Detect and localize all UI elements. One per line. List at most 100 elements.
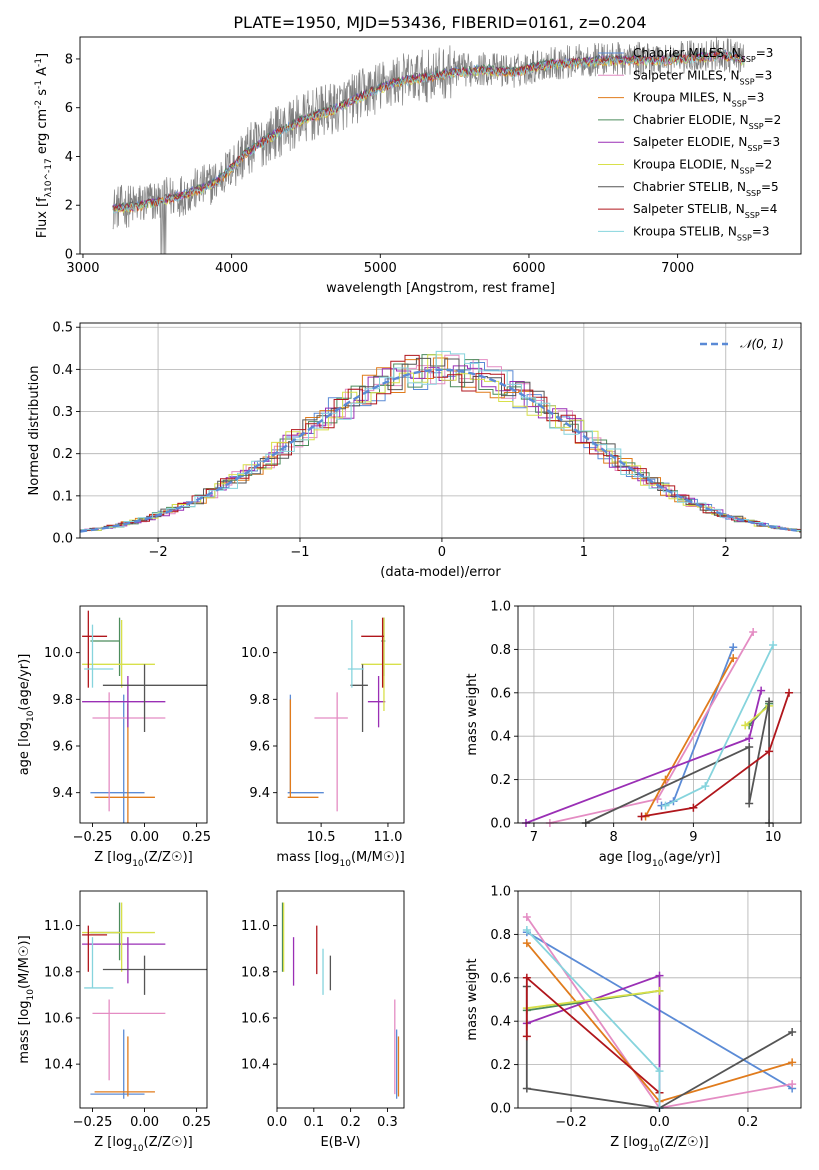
y-tick-label: 10.4 — [44, 1058, 73, 1073]
mass-weight-line — [641, 692, 790, 818]
y-tick-label: 10.6 — [241, 1011, 270, 1026]
y-tick-label: 0.4 — [490, 730, 511, 745]
x-axis-label: mass [log10(M/M☉)] — [276, 850, 404, 869]
legend-subscript: SSP — [749, 121, 764, 130]
legend-subscript: SSP — [741, 55, 756, 64]
x-tick-label: 0.00 — [130, 830, 159, 845]
x-tick-label: 10 — [765, 830, 782, 845]
math-script: λ10^-17 — [44, 158, 54, 197]
y-tick-label: 9.4 — [52, 786, 73, 801]
x-tick-label: 3000 — [66, 261, 99, 276]
y-tick-label: 0.1 — [52, 489, 73, 504]
legend-name: Kroupa ELODIE, N — [633, 158, 740, 172]
x-tick-label: 0.25 — [182, 1115, 211, 1130]
y-tick-label: 1.0 — [490, 600, 511, 615]
mass-weight-vs-Z-panel: −0.2 0.0 0.2 0.0 0.2 0.4 0.6 0.8 1.0 Z [log10(Z/Z… — [465, 885, 802, 1154]
legend-label: Kroupa STELIB, NSSP=3 — [633, 224, 770, 242]
y-tick-label: 0.8 — [490, 928, 511, 943]
model-spectrum-line — [112, 50, 745, 212]
y-tick-label: 10.0 — [241, 646, 270, 661]
legend-suffix: =3 — [755, 68, 773, 82]
mass-weight-vs-age-plot-area — [521, 628, 794, 827]
y-tick-label: 0.0 — [52, 532, 73, 547]
plus-marker — [522, 913, 531, 922]
x-axis-label: Z [log10(Z/Z☉)] — [94, 1135, 192, 1154]
plus-marker — [522, 1084, 531, 1093]
axes-frame — [276, 605, 405, 824]
y-axis-label: age [log10(age/yr)] — [17, 654, 36, 776]
legend-subscript: SSP — [740, 77, 755, 86]
residual-plot-area — [80, 350, 801, 533]
mass-weight-line — [744, 705, 770, 727]
x-axis-label: wavelength [Angstrom, rest frame] — [326, 281, 555, 296]
plus-marker — [522, 939, 531, 948]
plus-marker — [522, 926, 531, 935]
legend-name: Kroupa STELIB, N — [633, 224, 737, 238]
axes-frame — [79, 605, 208, 824]
x-tick-label: 11.0 — [373, 830, 402, 845]
y-tick-label: 0.2 — [490, 1058, 511, 1073]
age-vs-Z-panel: −0.25 0.00 0.25 9.4 9.6 9.8 10.0 Z [log10(Z/Z☉)… — [17, 605, 211, 869]
y-tick-label: 1.0 — [490, 885, 511, 900]
axes-frame — [79, 322, 802, 539]
x-tick-label: 5000 — [364, 261, 397, 276]
x-tick-label: 0.25 — [182, 830, 211, 845]
x-tick-label: 0.3 — [377, 1115, 398, 1130]
subscript: 10 — [26, 989, 36, 1001]
y-tick-label: 9.8 — [52, 693, 73, 708]
subscript: 10 — [648, 1144, 660, 1154]
plus-marker — [745, 734, 754, 743]
subscript: 10 — [652, 859, 664, 869]
y-tick-label: 0.4 — [52, 363, 73, 378]
y-tick-label: 10.4 — [241, 1058, 270, 1073]
spectrum-data-line — [112, 37, 745, 254]
subscript: 10 — [26, 710, 36, 722]
x-tick-label: 0.1 — [303, 1115, 324, 1130]
axes-frame — [79, 890, 208, 1109]
plus-marker — [655, 986, 664, 995]
y-tick-label: 0.5 — [52, 321, 73, 336]
legend-name: Salpeter ELODIE, N — [633, 135, 747, 149]
math-script: -1 — [34, 80, 44, 89]
x-tick-label: 7000 — [661, 261, 694, 276]
plus-marker — [729, 643, 738, 652]
x-tick-label: −0.2 — [555, 1115, 587, 1130]
legend-label: Chabrier STELIB, NSSP=5 — [633, 180, 779, 198]
residual-histogram-step — [80, 357, 801, 533]
legend-label: Salpeter ELODIE, NSSP=3 — [633, 135, 780, 153]
plus-marker — [701, 782, 710, 791]
mass-vs-ebv-panel: 0.0 0.1 0.2 0.3 10.4 10.6 10.8 11.0 E(B-V) — [241, 890, 405, 1150]
panels-layer: 3000 4000 5000 6000 7000 0 2 4 6 8 wavelength [Ang… — [17, 36, 802, 1154]
residual-panel: −2 −1 0 1 2 0.0 0.1 0.2 0.3 0.4 0.5 (data-model)/er… — [27, 321, 802, 580]
legend-label: Chabrier ELODIE, NSSP=2 — [633, 113, 781, 130]
y-tick-label: 10.8 — [241, 965, 270, 980]
y-tick-label: 0.2 — [52, 447, 73, 462]
spectrum-plot-area — [112, 37, 745, 254]
y-tick-label: 10.6 — [44, 1011, 73, 1026]
legend-label: Salpeter MILES, NSSP=3 — [633, 68, 772, 86]
x-tick-label: 8 — [610, 830, 618, 845]
y-tick-label: 0.3 — [52, 405, 73, 420]
legend-name: Chabrier ELODIE, N — [633, 113, 749, 127]
subscript: 10 — [340, 859, 352, 869]
x-axis-label: Z [log10(Z/Z☉)] — [610, 1135, 708, 1154]
x-tick-label: 1 — [580, 545, 588, 560]
y-tick-label: 10.0 — [44, 646, 73, 661]
y-axis-label: mass weight — [465, 958, 480, 1040]
plus-marker — [769, 641, 778, 650]
y-tick-label: 9.8 — [249, 693, 270, 708]
x-tick-label: −0.25 — [73, 1115, 113, 1130]
legend-subscript: SSP — [737, 233, 752, 242]
y-tick-label: 0.0 — [490, 817, 511, 832]
axes-frame — [79, 36, 802, 255]
model-spectrum-line — [112, 52, 745, 214]
plus-marker — [765, 697, 774, 706]
y-tick-label: 10.8 — [44, 965, 73, 980]
y-tick-label: 0.8 — [490, 643, 511, 658]
y-tick-label: 6 — [65, 101, 73, 116]
y-tick-label: 0.6 — [490, 686, 511, 701]
y-tick-label: 0 — [65, 248, 73, 263]
